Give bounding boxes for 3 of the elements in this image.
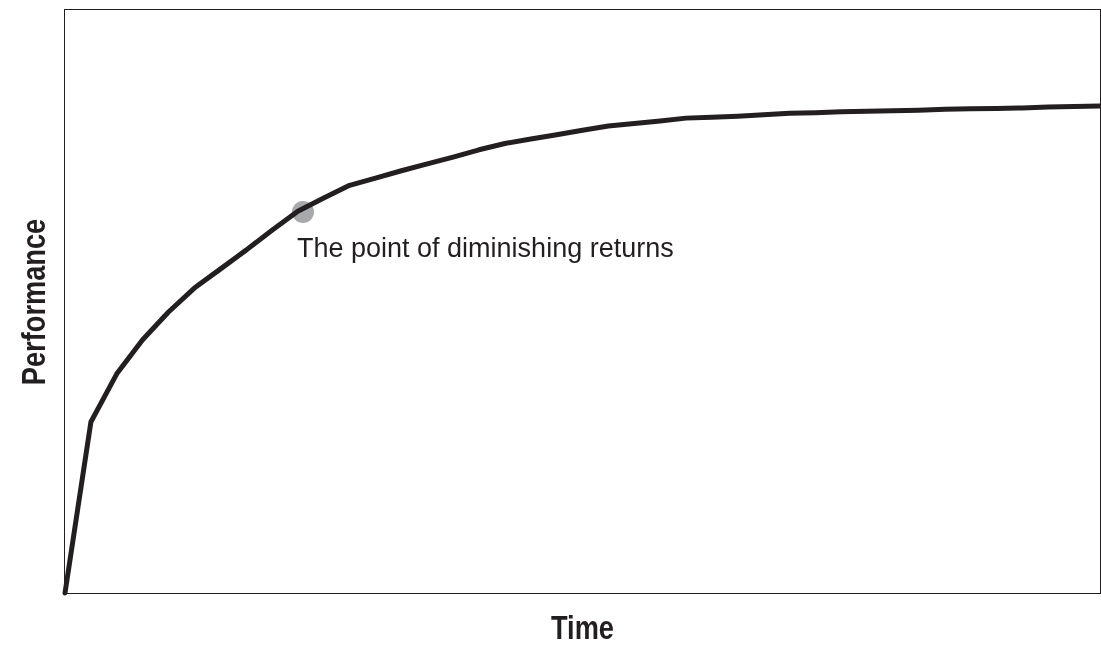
x-axis-title: Time (550, 608, 615, 647)
y-axis-title: Performance (13, 218, 53, 385)
annotation: The point of diminishing returns (297, 233, 674, 263)
